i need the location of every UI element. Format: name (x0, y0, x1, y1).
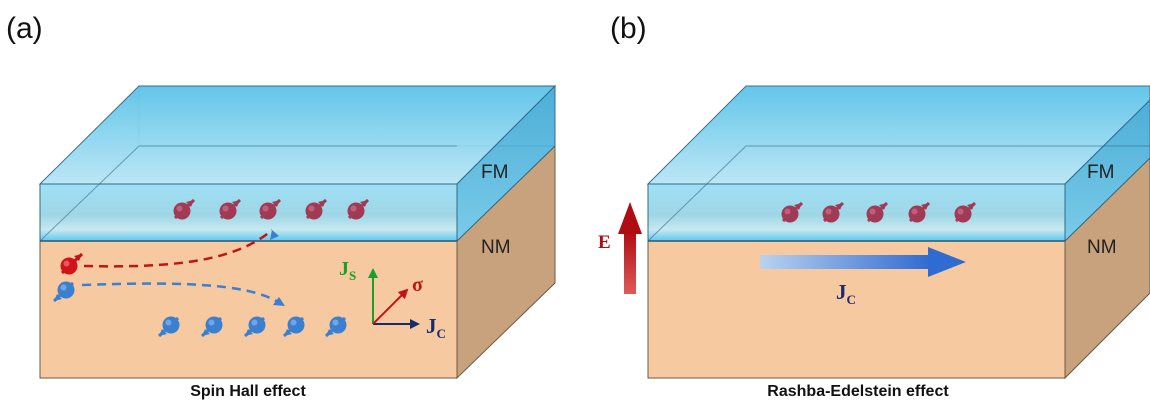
fm-label: FM (481, 162, 508, 183)
nm-label: NM (1087, 237, 1117, 258)
panel-a-letter: (a) (6, 12, 43, 45)
trajectory-arrowhead (273, 297, 285, 306)
panel-a-caption: Spin Hall effect (190, 383, 306, 400)
charge-current-label: JC (836, 280, 856, 307)
jc-axis-label: JC (426, 314, 446, 341)
trajectory-arrowhead (270, 230, 279, 240)
electric-field-label: E (598, 232, 611, 253)
coordinate-axes: JS σ JC (339, 258, 446, 341)
panel-b-letter: (b) (610, 12, 647, 45)
charge-current-arrow (760, 247, 966, 277)
sigma-axis (372, 288, 409, 325)
fm-front-face (647, 183, 1066, 242)
electric-field-arrow (618, 202, 642, 294)
panel-a: (a) FM NM (6, 12, 557, 400)
panel-b: (b) FM NM E JC Rashb (598, 12, 1150, 400)
nm-front-face (39, 240, 458, 379)
fm-top-face (646, 85, 1150, 185)
js-axis-label: JS (339, 258, 356, 283)
fm-front-face (39, 183, 458, 242)
nm-label: NM (481, 237, 511, 258)
panel-b-caption: Rashba-Edelstein effect (767, 383, 949, 400)
sigma-axis-label: σ (412, 274, 423, 296)
spin-up-trajectory (83, 229, 273, 268)
spin-down-trajectory (81, 282, 279, 304)
fm-label: FM (1087, 162, 1114, 183)
